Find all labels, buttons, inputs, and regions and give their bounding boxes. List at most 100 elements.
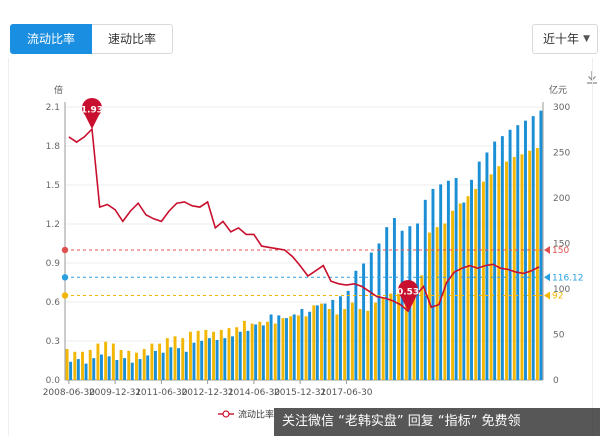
bar-yellow: [374, 302, 377, 380]
bar-blue: [539, 110, 543, 380]
bar-yellow: [273, 323, 277, 380]
y-left-tick-label: 0.3: [46, 337, 60, 347]
bar-yellow: [242, 320, 246, 380]
reference-line-label: 150: [552, 246, 569, 256]
y-right-tick-label: 150: [553, 240, 570, 250]
bar-blue: [231, 336, 234, 380]
legend-label: 流动比率: [238, 409, 274, 421]
bar-yellow: [212, 331, 216, 380]
bar-blue: [169, 347, 173, 380]
bar-yellow: [127, 350, 131, 380]
bar-blue: [362, 263, 366, 380]
bar-yellow: [520, 154, 524, 380]
bar-yellow: [104, 341, 108, 380]
bar-yellow: [366, 310, 370, 380]
tab-current-ratio[interactable]: 流动比率: [10, 24, 93, 54]
bar-yellow: [235, 327, 239, 380]
bar-blue: [84, 363, 88, 380]
y-right-tick-label: 0: [553, 376, 559, 386]
x-tick-label: 2008-06-30: [43, 388, 96, 398]
bar-yellow: [250, 323, 254, 380]
bar-blue: [177, 348, 181, 380]
current-ratio-line: [68, 127, 540, 313]
time-range-select[interactable]: 近十年 ▼: [532, 24, 598, 54]
bar-yellow: [173, 336, 177, 380]
bar-yellow: [404, 291, 408, 380]
bar-yellow: [258, 321, 262, 380]
bar-yellow: [142, 349, 146, 380]
bar-blue: [508, 129, 512, 380]
bar-blue: [470, 179, 473, 380]
bar-blue: [300, 309, 304, 380]
ratio-tabs: 流动比率 速动比率: [10, 24, 174, 54]
bar-yellow: [327, 309, 331, 380]
reference-line-red-marker: [544, 246, 550, 254]
bar-yellow: [165, 338, 169, 380]
bar-blue: [454, 177, 458, 380]
legend-marker: [222, 410, 230, 418]
bar-blue: [354, 270, 358, 380]
bar-blue: [123, 358, 127, 380]
bar-yellow: [466, 196, 470, 380]
bar-blue: [416, 223, 420, 380]
bar-yellow: [358, 309, 362, 380]
bar-yellow: [227, 328, 231, 380]
bar-yellow: [181, 338, 185, 380]
bar-blue: [246, 330, 250, 380]
bar-yellow: [188, 331, 192, 380]
bar-blue: [153, 350, 157, 380]
bar-blue: [138, 359, 142, 380]
bar-yellow: [335, 314, 339, 380]
bar-blue: [516, 125, 520, 380]
bar-yellow: [119, 349, 123, 380]
bar-yellow: [281, 318, 285, 380]
bar-yellow: [412, 285, 416, 380]
bar-blue: [323, 303, 327, 380]
y-left-tick-label: 1.2: [46, 220, 60, 230]
bar-yellow: [350, 302, 354, 380]
bar-blue: [238, 331, 242, 380]
x-tick-label: 2009-12-31: [89, 388, 141, 398]
watermark-banner: 关注微信 “老韩实盘” 回复 “指标” 免费领: [274, 408, 600, 436]
bar-yellow: [304, 316, 308, 380]
bar-yellow: [73, 351, 77, 380]
bar-blue: [392, 218, 396, 380]
bar-blue: [277, 315, 281, 380]
y-right-tick-label: 50: [553, 331, 565, 341]
bar-blue: [485, 152, 489, 380]
bar-blue: [200, 340, 204, 380]
y-left-tick-label: 0.0: [46, 376, 61, 386]
bar-blue: [524, 120, 527, 381]
annotation-pin: [398, 279, 419, 312]
chevron-down-icon: ▼: [583, 34, 590, 44]
annotation-pin: [81, 97, 102, 130]
panel-divider-left: [8, 58, 9, 436]
bar-blue: [308, 311, 312, 380]
bar-blue: [223, 338, 227, 380]
bar-blue: [477, 161, 481, 380]
reference-line-yellow-dot: [61, 292, 69, 299]
reference-line-red-dot: [61, 246, 69, 254]
x-tick-label: 2012-12-31: [181, 388, 233, 398]
bar-yellow: [512, 157, 516, 380]
bar-yellow: [219, 329, 223, 380]
bar-yellow: [111, 343, 115, 380]
bar-blue: [292, 314, 296, 380]
bar-blue: [346, 290, 350, 380]
bar-yellow: [296, 315, 300, 380]
bar-blue: [207, 338, 211, 380]
bar-yellow: [135, 352, 138, 380]
tab-quick-ratio[interactable]: 速动比率: [92, 24, 174, 54]
bar-yellow: [435, 227, 439, 380]
bar-blue: [493, 141, 497, 380]
reference-line-blue-marker: [544, 273, 550, 282]
bar-yellow: [427, 232, 431, 380]
bar-yellow: [196, 330, 200, 380]
bar-yellow: [389, 293, 393, 380]
bar-blue: [338, 296, 342, 380]
bar-yellow: [381, 298, 385, 380]
bar-blue: [92, 358, 96, 380]
bar-yellow: [505, 161, 509, 380]
